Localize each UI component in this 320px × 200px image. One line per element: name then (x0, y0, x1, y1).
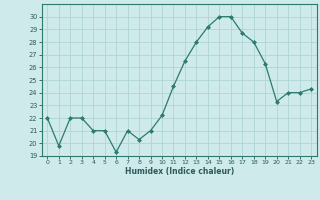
X-axis label: Humidex (Indice chaleur): Humidex (Indice chaleur) (124, 167, 234, 176)
